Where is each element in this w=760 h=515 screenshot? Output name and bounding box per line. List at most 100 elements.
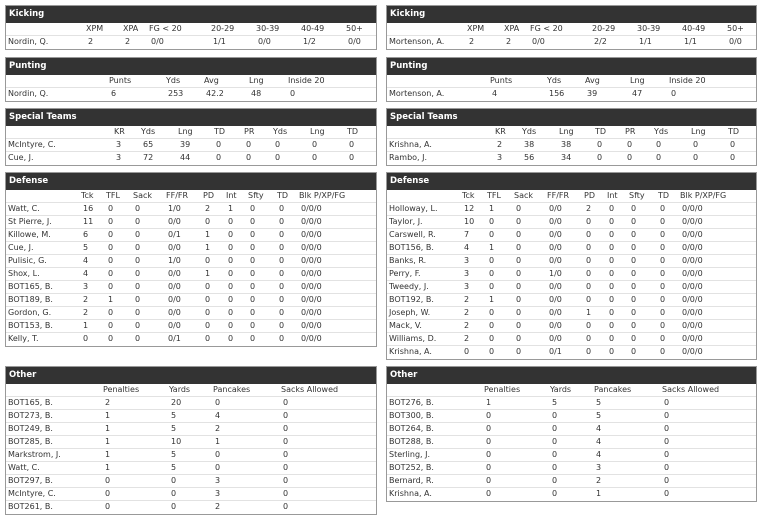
stat-cell: 0/0 — [168, 269, 181, 278]
stat-cell: 0 — [135, 282, 141, 291]
stats-panel: Special Teams KR Yds Lng TD PR Yds Lng TD Krishna… — [386, 108, 757, 166]
player-name: Krishna, A. — [389, 489, 432, 498]
stat-cell: 1 — [489, 204, 495, 213]
stat-cell: 0 — [516, 204, 522, 213]
stat-cell: 5 — [83, 243, 89, 252]
stat-cell: 0 — [279, 282, 285, 291]
stat-cell: 0 — [228, 295, 234, 304]
stat-cell: 0 — [552, 411, 558, 420]
stat-cell: 0/0/0 — [301, 269, 322, 278]
column-header: Int — [607, 191, 618, 200]
stat-cell: 1 — [108, 295, 114, 304]
stat-cell: 0 — [250, 230, 256, 239]
stat-cell: 3 — [464, 269, 470, 278]
player-name: Holloway, L. — [389, 204, 438, 213]
stat-cell: 0 — [631, 269, 637, 278]
stat-cell: 0 — [283, 398, 289, 407]
stat-cell: 0 — [205, 217, 211, 226]
stat-cell: 0 — [135, 269, 141, 278]
stat-cell: 1/0 — [168, 204, 181, 213]
stat-cell: 16 — [83, 204, 94, 213]
stat-cell: 6 — [83, 230, 89, 239]
stat-cell: 2 — [464, 295, 470, 304]
stat-cell: 0 — [516, 321, 522, 330]
stat-cell: 0 — [552, 463, 558, 472]
stats-panel: Other Penalties Yards Pancakes Sacks Allowed… — [5, 366, 377, 515]
column-header: 50+ — [346, 24, 363, 33]
stat-cell: 0 — [516, 295, 522, 304]
column-header: KR — [114, 127, 125, 136]
player-row: Kelly, T. 0 0 0 0/1 0 0 0 0 0/0/0 — [6, 333, 376, 346]
stat-cell: 0 — [108, 334, 114, 343]
player-row: St Pierre, J. 11 0 0 0/0 0 0 0 0 0/0/0 — [6, 216, 376, 229]
stat-cell: 2 — [83, 308, 89, 317]
stat-cell: 0 — [660, 204, 666, 213]
stat-cell: 1 — [486, 398, 492, 407]
stat-cell: 1/1 — [639, 37, 652, 46]
stat-cell: 0 — [279, 204, 285, 213]
stat-cell: 0 — [586, 347, 592, 356]
stat-cell: 4 — [215, 411, 221, 420]
stat-cell: 0 — [228, 217, 234, 226]
column-header: Yds — [141, 127, 156, 136]
column-header: Sacks Allowed — [281, 385, 339, 394]
stat-cell: 48 — [251, 89, 262, 98]
stat-cell: 0 — [105, 476, 111, 485]
player-row: BOT285, B. 1 10 1 0 — [6, 436, 376, 449]
stat-cell: 0/0 — [549, 282, 562, 291]
stat-cell: 0 — [486, 463, 492, 472]
stat-cell: 1 — [228, 204, 234, 213]
column-header: 40-49 — [682, 24, 706, 33]
header-row: KR Yds Lng TD PR Yds Lng TD — [387, 126, 756, 139]
stat-cell: 1 — [105, 437, 111, 446]
stat-cell: 0 — [631, 256, 637, 265]
stat-cell: 0 — [664, 476, 670, 485]
column-header: Pancakes — [213, 385, 251, 394]
stat-cell: 0 — [609, 334, 615, 343]
column-header: FF/FR — [166, 191, 189, 200]
player-row: Cue, J. 5 0 0 0/0 1 0 0 0 0/0/0 — [6, 242, 376, 255]
stat-cell: 5 — [596, 411, 602, 420]
column-header: TD — [728, 127, 740, 136]
stat-cell: 3 — [83, 282, 89, 291]
player-row: Shox, L. 4 0 0 0/0 1 0 0 0 0/0/0 — [6, 268, 376, 281]
stat-cell: 0 — [516, 243, 522, 252]
column-header: TD — [347, 127, 359, 136]
stat-cell: 0/0 — [168, 217, 181, 226]
stat-cell: 0 — [586, 321, 592, 330]
player-row: Rambo, J. 3 56 34 0 0 0 0 0 — [387, 152, 756, 165]
stat-cell: 65 — [143, 140, 154, 149]
stat-cell: 0 — [516, 217, 522, 226]
stat-cell: 12 — [464, 204, 475, 213]
stat-cell: 0 — [108, 204, 114, 213]
stat-cell: 0 — [586, 230, 592, 239]
header-row: Tck TFL Sack FF/FR PD Int Sfty TD Blk P/XP/FG — [6, 190, 376, 203]
section-title: Defense — [387, 173, 756, 190]
stat-cell: 0/0/0 — [682, 217, 703, 226]
section-title: Other — [387, 367, 756, 384]
player-row: Carswell, R. 7 0 0 0/0 0 0 0 0 0/0/0 — [387, 229, 756, 242]
stat-cell: 0 — [283, 476, 289, 485]
column-header: Yds — [654, 127, 669, 136]
player-row: Banks, R. 3 0 0 0/0 0 0 0 0 0/0/0 — [387, 255, 756, 268]
stat-cell: 0 — [279, 308, 285, 317]
column-header: TD — [277, 191, 289, 200]
section-title: Special Teams — [387, 109, 756, 126]
player-row: BOT297, B. 0 0 3 0 — [6, 475, 376, 488]
stat-cell: 0 — [108, 308, 114, 317]
stat-cell: 0 — [586, 295, 592, 304]
section-title: Defense — [6, 173, 376, 190]
header-row: Penalties Yards Pancakes Sacks Allowed — [387, 384, 756, 397]
column-header: Yds — [166, 76, 181, 85]
header-row: Penalties Yards Pancakes Sacks Allowed — [6, 384, 376, 397]
stat-cell: 0/0/0 — [682, 295, 703, 304]
player-name: Taylor, J. — [389, 217, 423, 226]
stat-cell: 0 — [312, 140, 318, 149]
stat-cell: 0/0/0 — [682, 347, 703, 356]
stat-cell: 0 — [586, 243, 592, 252]
stat-cell: 0/0/0 — [682, 256, 703, 265]
player-name: Williams, D. — [389, 334, 437, 343]
column-header: TD — [214, 127, 226, 136]
stat-cell: 1 — [586, 308, 592, 317]
column-header: KR — [495, 127, 506, 136]
